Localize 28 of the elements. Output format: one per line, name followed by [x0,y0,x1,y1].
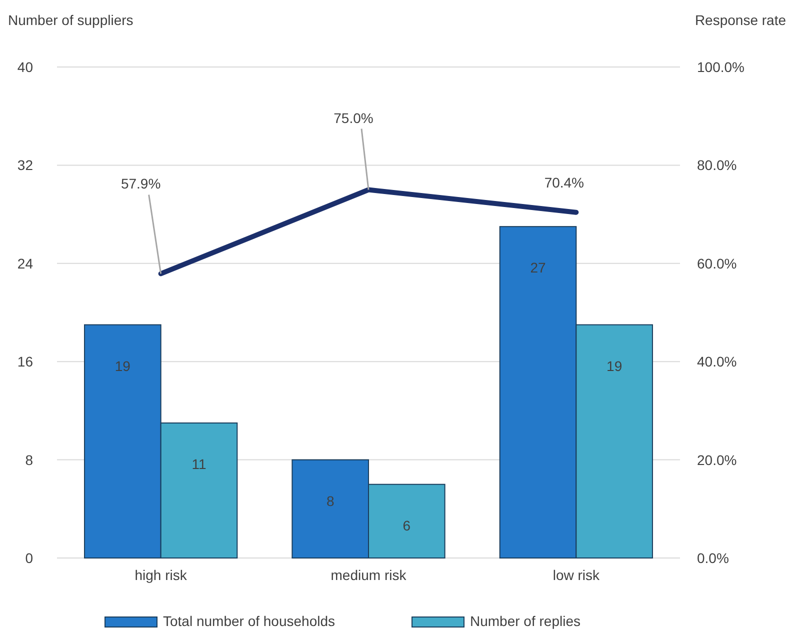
y-tick-label: 40 [17,59,34,75]
data-label: 27 [530,260,546,276]
data-label: 70.4% [544,174,584,190]
data-label: 19 [114,358,131,374]
y-axis-title: Number of suppliers [8,12,134,28]
y2-tick-label: 40.0% [697,354,737,370]
y-tick-label: 32 [17,157,34,174]
y-tick-label: 8 [25,452,34,468]
x-tick-label: low risk [552,567,600,583]
x-tick-label: medium risk [330,567,408,583]
y2-tick-label: 80.0% [697,157,737,174]
y2-tick-label: 100.0% [697,59,744,75]
data-label: 19 [606,358,622,374]
y-tick-label: 0 [25,550,34,566]
legend-label: Total number of households [163,613,335,629]
data-label: 6 [402,517,411,534]
y2-tick-label: 0.0% [697,550,729,566]
y2-axis-title: Response rate [694,12,786,28]
data-label: 11 [192,456,206,472]
data-label: 57.9% [120,176,161,192]
y-tick-label: 16 [17,354,34,370]
y2-tick-label: 20.0% [697,452,737,468]
x-tick-label: high risk [134,567,188,583]
y-tick-label: 24 [17,255,34,272]
legend-label: Number of replies [470,613,580,629]
y2-tick-label: 60.0% [697,255,737,272]
data-label: 8 [326,492,334,509]
data-label: 75.0% [334,110,374,126]
